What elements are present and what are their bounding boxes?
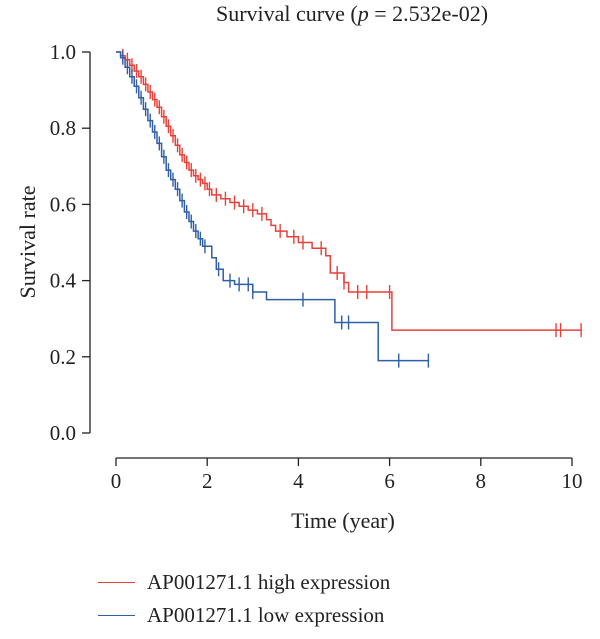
legend: AP001271.1 high expression AP001271.1 lo… — [98, 566, 578, 632]
y-tick-label: 0.4 — [50, 269, 77, 293]
y-tick-label: 1.0 — [50, 40, 76, 64]
x-tick-label: 2 — [202, 469, 213, 493]
legend-item-high: AP001271.1 high expression — [98, 566, 578, 599]
y-axis-label: Survival rate — [15, 185, 40, 298]
legend-swatch-high — [98, 582, 135, 583]
survival-line-high — [116, 51, 582, 331]
x-tick-label: 10 — [562, 469, 583, 493]
axes: 0.0 0.2 0.4 0.6 0.8 1.0 0 2 4 6 8 10 Survival rate… — [15, 40, 583, 533]
y-tick-label: 0.6 — [50, 192, 76, 216]
survival-curves — [116, 48, 582, 368]
legend-label-low: AP001271.1 low expression — [147, 603, 385, 627]
y-tick-label: 0.0 — [50, 421, 76, 445]
x-tick-label: 4 — [293, 469, 304, 493]
title-suffix: = 2.532e-02) — [369, 1, 488, 26]
title-prefix: Survival curve ( — [216, 1, 358, 26]
y-tick-label: 0.8 — [50, 116, 76, 140]
title-p-symbol: p — [356, 1, 369, 26]
x-tick-label: 8 — [476, 469, 487, 493]
x-tick-label: 6 — [384, 469, 395, 493]
survival-line-low — [116, 51, 429, 362]
legend-label-high: AP001271.1 high expression — [147, 570, 391, 594]
svg-text:Survival curve (p = 2.532e-02): Survival curve (p = 2.532e-02) — [216, 1, 488, 26]
x-tick-label: 0 — [111, 469, 122, 493]
x-ticks: 0 2 4 6 8 10 — [111, 458, 583, 493]
survival-chart: Survival curve (p = 2.532e-02) 0.0 0.2 0.4… — [15, 1, 583, 533]
y-ticks: 0.0 0.2 0.4 0.6 0.8 1.0 — [50, 40, 90, 445]
x-axis-label: Time (year) — [291, 508, 395, 533]
y-tick-label: 0.2 — [50, 345, 76, 369]
legend-swatch-low — [98, 615, 135, 616]
legend-item-low: AP001271.1 low expression — [98, 599, 578, 632]
chart-title: Survival curve (p = 2.532e-02) — [216, 1, 488, 26]
